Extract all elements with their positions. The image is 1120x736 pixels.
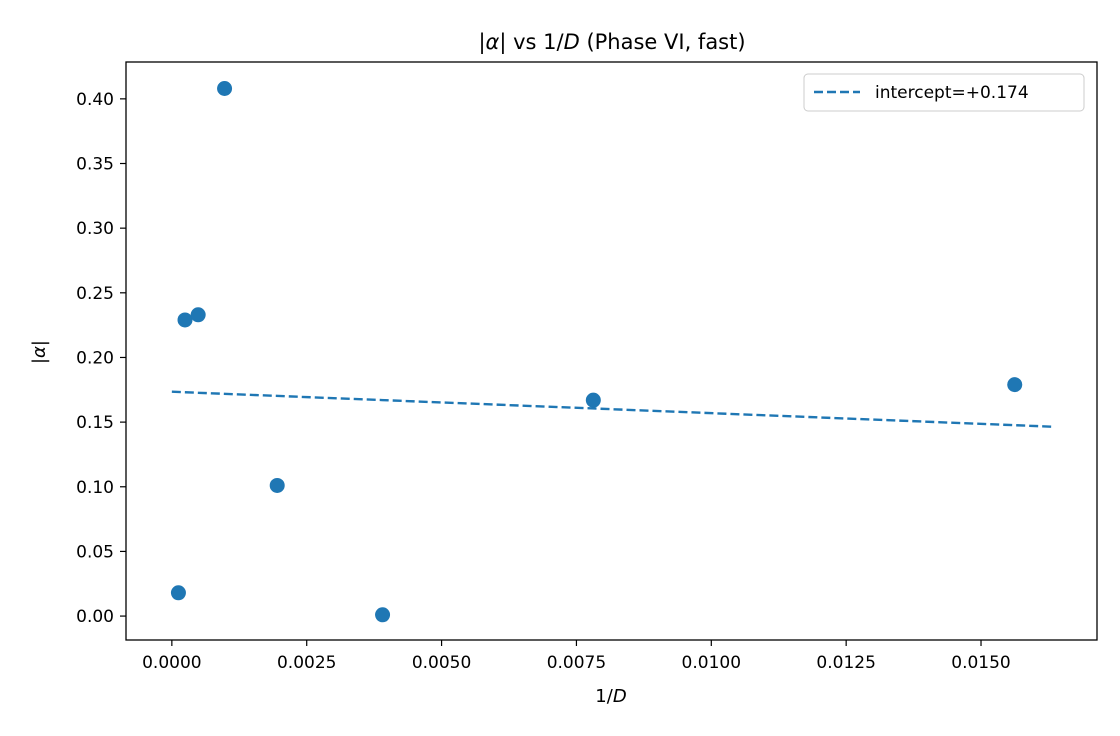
x-tick-label: 0.0100: [682, 653, 741, 673]
y-axis-title: |α|: [29, 340, 50, 364]
y-tick-label: 0.10: [76, 478, 114, 498]
x-tick-label: 0.0050: [412, 653, 471, 673]
legend: intercept=+0.174: [803, 73, 1085, 112]
series-layer: [170, 81, 1052, 623]
data-point: [190, 307, 206, 323]
y-tick-label: 0.15: [76, 413, 114, 433]
data-point: [375, 607, 391, 623]
y-tick-label: 0.00: [76, 607, 114, 627]
x-axis-title: 1/D: [595, 686, 626, 707]
x-tick-label: 0.0125: [816, 653, 875, 673]
plot-area: [125, 61, 1098, 641]
data-point: [170, 585, 186, 601]
data-point: [177, 312, 193, 328]
legend-box: [803, 73, 1085, 112]
y-tick-label: 0.25: [76, 284, 114, 304]
data-point: [217, 81, 233, 97]
y-tick-label: 0.40: [76, 90, 114, 110]
x-tick-label: 0.0150: [951, 653, 1010, 673]
legend-label: intercept=+0.174: [875, 83, 1029, 103]
chart-title: |α| vs 1/D (Phase VI, fast): [478, 30, 745, 55]
y-tick-label: 0.05: [76, 542, 114, 562]
data-point: [269, 477, 285, 493]
y-tick-label: 0.30: [76, 219, 114, 239]
y-tick-label: 0.35: [76, 155, 114, 175]
fit-line: [171, 390, 1052, 428]
x-tick-label: 0.0000: [142, 653, 201, 673]
y-axis: 0.00 0.05 0.10 0.15 0.20 0.25 0.30 0.35 0.40: [76, 90, 126, 627]
x-axis: 0.0000 0.0025 0.0050 0.0075 0.0100 0.0125 0.01…: [142, 640, 1011, 673]
y-tick-label: 0.20: [76, 348, 114, 368]
data-point: [585, 392, 601, 408]
x-tick-label: 0.0025: [277, 653, 336, 673]
x-tick-label: 0.0075: [547, 653, 606, 673]
data-point: [1007, 377, 1023, 393]
